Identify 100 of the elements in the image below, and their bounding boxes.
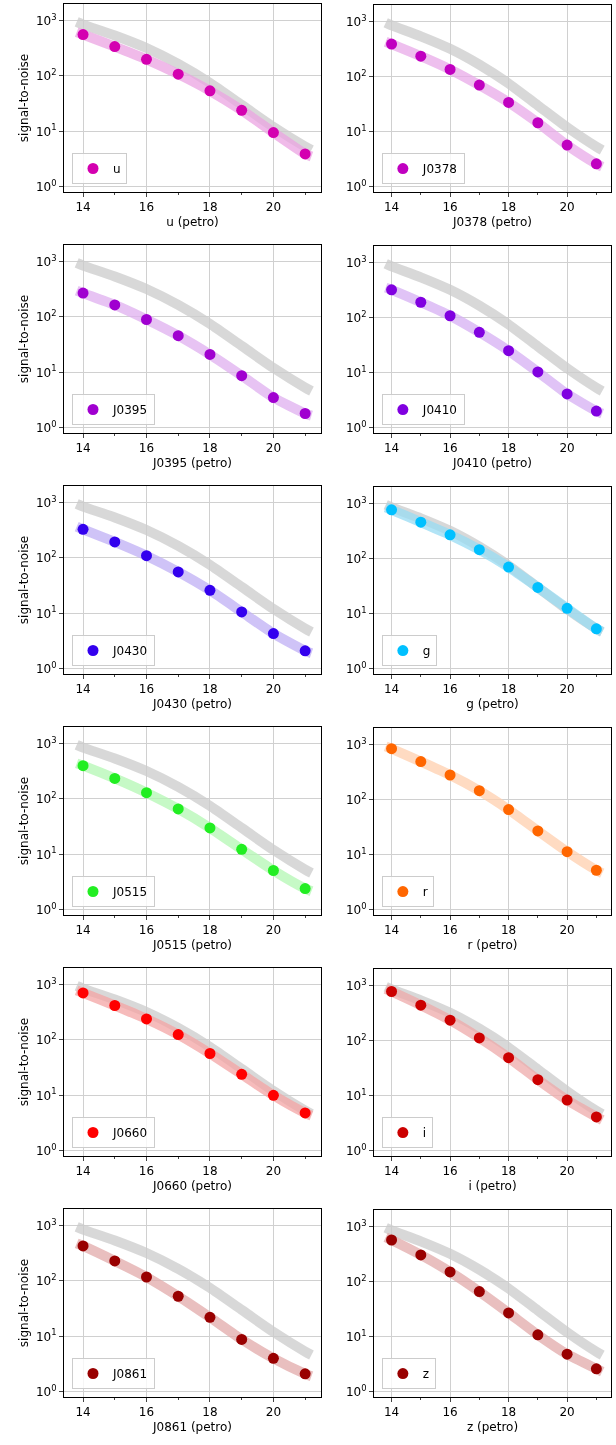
- x-tick-label: 18: [500, 1164, 517, 1179]
- y-tick-label: 10$^{1}$: [345, 604, 367, 621]
- legend-label: i: [422, 1126, 427, 1141]
- y-tick-label: 10$^{2}$: [345, 790, 367, 807]
- y-tick-label: 10$^{2}$: [345, 549, 367, 566]
- y-tick-label: 10$^{1}$: [345, 1086, 367, 1103]
- y-tick-label: 10$^{2}$: [345, 1031, 367, 1048]
- y-axis-title: signal-to-noise: [17, 535, 32, 625]
- x-tick-label: 16: [442, 200, 458, 215]
- y-tick-label: 10$^{2}$: [35, 308, 57, 325]
- x-tick-label: 16: [138, 1164, 155, 1179]
- y-tick-label: 10$^{3}$: [345, 12, 367, 29]
- y-tick-label: 10$^{0}$: [35, 659, 57, 676]
- y-tick-label: 10$^{3}$: [35, 734, 57, 751]
- x-tick-label: 18: [202, 1164, 218, 1179]
- y-tick-label: 10$^{1}$: [345, 1327, 367, 1344]
- legend-label: J0861: [112, 1367, 148, 1382]
- y-tick-label: 10$^{3}$: [35, 1216, 57, 1233]
- x-axis-title: J0861 (petro): [152, 1420, 232, 1435]
- y-tick-label: 10$^{0}$: [35, 418, 57, 435]
- x-tick-label: 20: [265, 923, 282, 938]
- x-axis-title: J0395 (petro): [152, 456, 232, 471]
- x-tick-label: 20: [559, 200, 575, 215]
- y-tick-label: 10$^{2}$: [35, 1272, 57, 1289]
- y-tick-label: 10$^{0}$: [35, 900, 57, 917]
- x-tick-label: 20: [559, 682, 575, 697]
- x-tick-label: 16: [442, 682, 458, 697]
- y-axis-title: signal-to-noise: [17, 294, 32, 384]
- x-tick-label: 20: [559, 1405, 575, 1420]
- x-tick-label: 14: [75, 923, 91, 938]
- x-tick-label: 14: [383, 1405, 400, 1420]
- x-tick-label: 16: [138, 441, 155, 456]
- y-tick-label: 10$^{3}$: [345, 1217, 367, 1234]
- x-tick-label: 16: [138, 923, 155, 938]
- x-axis-title: J0410 (petro): [452, 456, 532, 471]
- legend-label: J0395: [112, 403, 148, 418]
- x-axis-title: J0660 (petro): [152, 1179, 232, 1194]
- legend-label: J0660: [112, 1126, 148, 1141]
- x-tick-label: 16: [442, 441, 458, 456]
- y-tick-label: 10$^{3}$: [35, 11, 57, 28]
- y-tick-label: 10$^{1}$: [345, 845, 367, 862]
- y-tick-label: 10$^{0}$: [35, 177, 57, 194]
- x-tick-label: 18: [500, 923, 517, 938]
- x-tick-label: 14: [383, 923, 400, 938]
- x-tick-label: 18: [202, 923, 218, 938]
- y-tick-label: 10$^{2}$: [35, 1031, 57, 1048]
- y-tick-label: 10$^{0}$: [345, 1141, 367, 1158]
- legend-label: J0410: [421, 403, 457, 418]
- y-tick-label: 10$^{1}$: [345, 363, 367, 380]
- x-tick-label: 20: [265, 200, 282, 215]
- y-tick-label: 10$^{3}$: [35, 252, 57, 269]
- y-tick-label: 10$^{1}$: [35, 604, 57, 621]
- legend-label: J0430: [112, 644, 148, 659]
- y-tick-label: 10$^{3}$: [345, 253, 367, 270]
- x-tick-label: 18: [500, 682, 517, 697]
- y-tick-label: 10$^{0}$: [345, 659, 367, 676]
- x-tick-label: 18: [202, 200, 218, 215]
- x-tick-label: 16: [138, 682, 155, 697]
- y-tick-label: 10$^{2}$: [35, 549, 57, 566]
- y-tick-label: 10$^{2}$: [35, 790, 57, 807]
- x-tick-label: 20: [559, 923, 575, 938]
- x-tick-label: 18: [500, 200, 517, 215]
- x-axis-title: i (petro): [468, 1179, 517, 1194]
- y-tick-label: 10$^{3}$: [345, 735, 367, 752]
- y-tick-label: 10$^{2}$: [345, 1272, 367, 1289]
- y-tick-label: 10$^{1}$: [35, 1086, 57, 1103]
- x-tick-label: 20: [265, 1164, 282, 1179]
- x-tick-label: 14: [75, 441, 91, 456]
- x-tick-label: 14: [75, 1405, 91, 1420]
- x-tick-label: 18: [202, 1405, 218, 1420]
- y-tick-label: 10$^{2}$: [345, 67, 367, 84]
- x-tick-label: 16: [138, 200, 155, 215]
- y-tick-label: 10$^{1}$: [35, 1327, 57, 1344]
- x-tick-label: 20: [559, 1164, 575, 1179]
- y-tick-label: 10$^{1}$: [345, 122, 367, 139]
- x-tick-label: 14: [75, 682, 91, 697]
- y-tick-label: 10$^{3}$: [345, 494, 367, 511]
- x-axis-title: J0430 (petro): [152, 697, 232, 712]
- y-tick-label: 10$^{2}$: [35, 67, 57, 84]
- x-tick-label: 16: [442, 1405, 458, 1420]
- y-tick-label: 10$^{3}$: [35, 493, 57, 510]
- x-tick-label: 18: [500, 441, 517, 456]
- x-axis-title: r (petro): [467, 938, 518, 953]
- x-tick-label: 14: [383, 200, 400, 215]
- y-axis-title: signal-to-noise: [17, 1258, 32, 1348]
- y-tick-label: 10$^{3}$: [345, 976, 367, 993]
- x-tick-label: 14: [75, 200, 91, 215]
- x-tick-label: 16: [442, 1164, 458, 1179]
- y-axis-title: signal-to-noise: [17, 776, 32, 866]
- x-axis-title: g (petro): [466, 697, 519, 712]
- x-tick-label: 20: [265, 441, 282, 456]
- x-axis-title: z (petro): [466, 1420, 519, 1435]
- y-tick-label: 10$^{0}$: [35, 1141, 57, 1158]
- legend-label: g: [422, 644, 431, 659]
- y-tick-label: 10$^{1}$: [35, 845, 57, 862]
- x-tick-label: 20: [559, 441, 575, 456]
- x-axis-title: J0515 (petro): [152, 938, 232, 953]
- x-axis-title: u (petro): [166, 215, 219, 230]
- legend-label: r: [422, 885, 428, 900]
- x-tick-label: 18: [500, 1405, 517, 1420]
